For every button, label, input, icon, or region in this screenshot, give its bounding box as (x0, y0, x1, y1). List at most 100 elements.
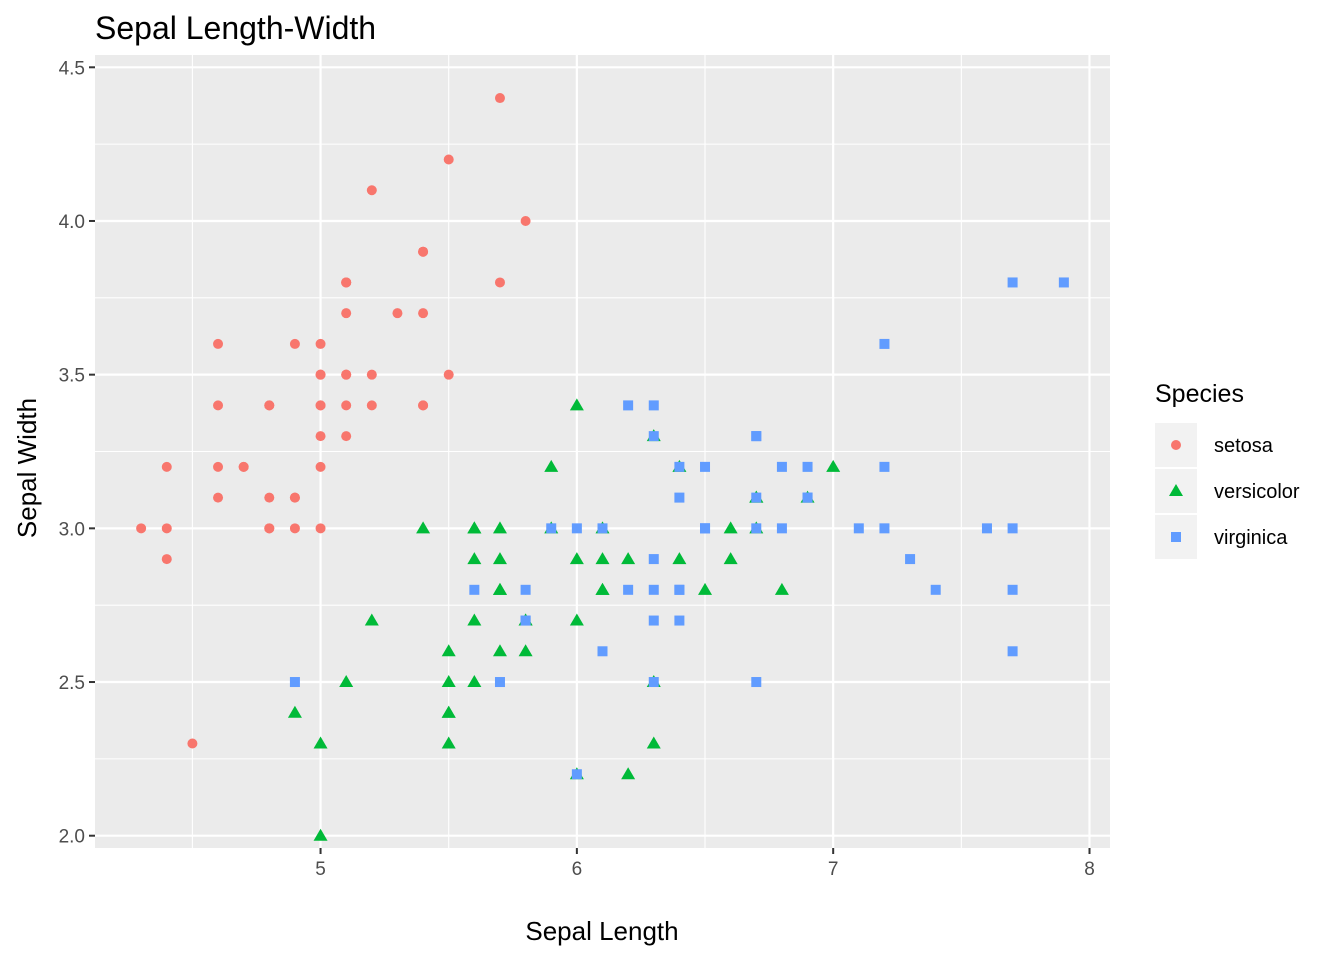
setosa-point (418, 246, 429, 257)
versicolor-point (595, 552, 610, 565)
versicolor-point (518, 644, 533, 657)
virginica-point (1007, 584, 1018, 595)
setosa-point (443, 154, 454, 165)
setosa-point (264, 523, 275, 534)
versicolor-point (467, 675, 482, 688)
legend-label-virginica: virginica (1214, 527, 1288, 549)
setosa-point (418, 308, 429, 319)
setosa-point (213, 492, 224, 503)
versicolor-point (826, 459, 841, 472)
virginica-point (674, 584, 685, 595)
setosa-point (366, 369, 377, 380)
gridlines (95, 55, 1110, 848)
virginica-point (648, 584, 659, 595)
versicolor-point (544, 459, 559, 472)
virginica-point (905, 554, 916, 565)
virginica-point (571, 769, 582, 780)
versicolor-point (492, 644, 507, 657)
versicolor-point (723, 521, 738, 534)
setosa-point (187, 738, 198, 749)
setosa-point (289, 338, 300, 349)
versicolor-point (595, 582, 610, 595)
setosa-point (494, 93, 505, 104)
setosa-point (238, 461, 249, 472)
setosa-point (341, 431, 352, 442)
versicolor-point (313, 736, 328, 749)
virginica-point (546, 523, 557, 534)
virginica-point (648, 554, 659, 565)
virginica-point (751, 431, 762, 442)
virginica-point (674, 492, 685, 503)
setosa-point (213, 461, 224, 472)
virginica-point (1007, 277, 1018, 288)
virginica-point (776, 461, 787, 472)
setosa-point (161, 523, 172, 534)
setosa-point (341, 308, 352, 319)
setosa-point (392, 308, 403, 319)
virginica-point (597, 646, 608, 657)
setosa-point (315, 338, 326, 349)
versicolor-point (441, 705, 456, 718)
setosa-point (341, 400, 352, 411)
versicolor-point (621, 767, 636, 780)
setosa-point (213, 400, 224, 411)
setosa-point (315, 523, 326, 534)
versicolor-point (492, 552, 507, 565)
virginica-point (700, 523, 711, 534)
versicolor-point (672, 552, 687, 565)
virginica-point (597, 523, 608, 534)
setosa-point (315, 400, 326, 411)
y-tick-label: 2.0 (59, 827, 85, 848)
virginica-point (1058, 277, 1069, 288)
versicolor-point (441, 675, 456, 688)
legend-symbol-versicolor (1169, 484, 1183, 496)
setosa-point (341, 369, 352, 380)
virginica-point (648, 615, 659, 626)
virginica-point (981, 523, 992, 534)
virginica-point (776, 523, 787, 534)
virginica-point (648, 677, 659, 688)
legend-label-setosa: setosa (1214, 435, 1274, 457)
virginica-point (879, 523, 890, 534)
setosa-point (213, 338, 224, 349)
y-tick-label: 3.0 (59, 519, 85, 540)
y-tick-label: 2.5 (59, 673, 85, 694)
setosa-point (494, 277, 505, 288)
virginica-point (751, 492, 762, 503)
setosa-point (289, 523, 300, 534)
y-axis-label: Sepal Width (12, 398, 42, 538)
virginica-point (494, 677, 505, 688)
virginica-point (469, 584, 480, 595)
x-tick-label: 8 (1084, 859, 1095, 880)
setosa-point (418, 400, 429, 411)
versicolor-point (698, 582, 713, 595)
versicolor-point (646, 736, 661, 749)
virginica-point (802, 492, 813, 503)
virginica-point (930, 584, 941, 595)
versicolor-point (569, 552, 584, 565)
axes: 5 6 7 8 2.0 2.5 3.0 3.5 4.0 4.5 (59, 58, 1095, 880)
virginica-point (751, 677, 762, 688)
chart-title: Sepal Length-Width (95, 10, 376, 46)
legend-symbol-virginica (1171, 532, 1181, 542)
virginica-point (289, 677, 300, 688)
setosa-point (443, 369, 454, 380)
virginica-point (674, 461, 685, 472)
virginica-point (623, 400, 634, 411)
versicolor-point (287, 705, 302, 718)
virginica-point (648, 400, 659, 411)
virginica-point (674, 615, 685, 626)
setosa-point (315, 431, 326, 442)
x-tick-label: 7 (828, 859, 839, 880)
y-tick-label: 4.5 (59, 58, 85, 79)
versicolor-point (621, 552, 636, 565)
setosa-point (264, 492, 275, 503)
versicolor-point (339, 675, 354, 688)
versicolor-point (467, 552, 482, 565)
y-tick-label: 3.5 (59, 366, 85, 387)
virginica-point (879, 338, 890, 349)
setosa-point (161, 554, 172, 565)
versicolor-point (467, 521, 482, 534)
legend-title: Species (1155, 380, 1244, 408)
virginica-point (520, 584, 531, 595)
